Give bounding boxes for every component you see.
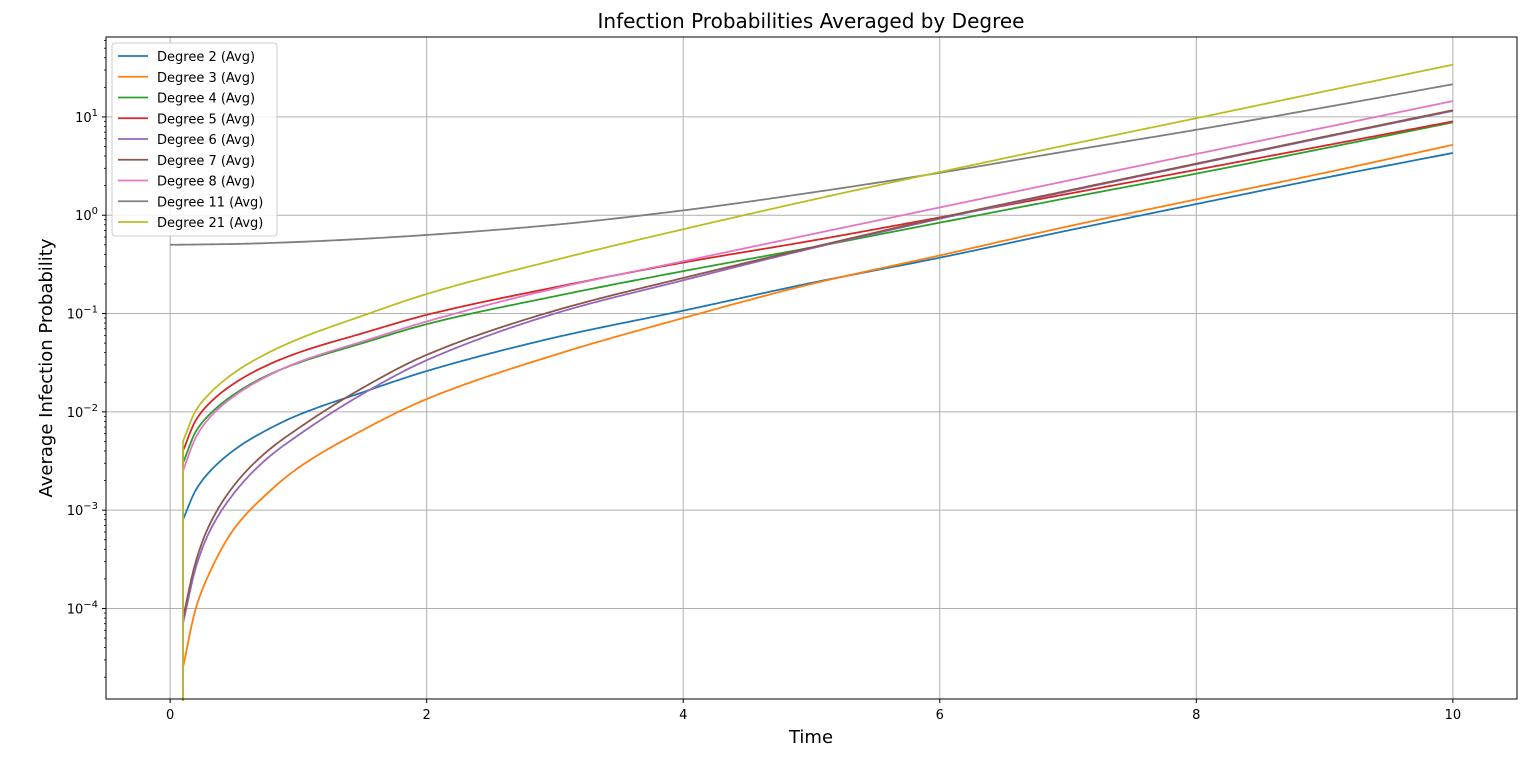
- x-tick-label: 4: [679, 708, 687, 723]
- legend-label: Degree 8 (Avg): [157, 175, 255, 190]
- series-line-6: [182, 109, 1454, 701]
- y-tick-label: 10−4: [67, 599, 98, 617]
- series-line-1: [182, 152, 1454, 521]
- legend-label: Degree 11 (Avg): [157, 195, 263, 210]
- legend-label: Degree 3 (Avg): [157, 71, 255, 86]
- y-tick-label: 100: [75, 206, 98, 224]
- y-axis-label: Average Infection Probability: [36, 238, 57, 497]
- x-tick-label: 0: [166, 708, 174, 723]
- legend-box: [111, 42, 278, 237]
- y-tick-label: 101: [75, 108, 98, 126]
- legend-label: Degree 2 (Avg): [157, 50, 255, 65]
- legend-label: Degree 7 (Avg): [157, 154, 255, 169]
- x-tick-label: 8: [1192, 708, 1200, 723]
- x-axis-ticks: 0 2 4 6 8 10: [166, 699, 1461, 723]
- legend-label: Degree 21 (Avg): [157, 216, 263, 231]
- y-tick-label: 10−3: [67, 501, 98, 519]
- series-line-8: [170, 83, 1454, 246]
- series-lines: [170, 63, 1454, 701]
- legend-label: Degree 5 (Avg): [157, 112, 255, 127]
- legend-label: Degree 4 (Avg): [157, 92, 255, 107]
- plot-frame: [105, 36, 1518, 700]
- legend: Degree 2 (Avg) Degree 3 (Avg) Degree 4 (Av…: [111, 42, 278, 237]
- grid: [106, 37, 1517, 699]
- chart-title: Infection Probabilities Averaged by Degr…: [598, 9, 1025, 33]
- series-line-5: [182, 110, 1454, 701]
- x-axis-label: Time: [788, 727, 833, 748]
- legend-label: Degree 6 (Avg): [157, 133, 255, 148]
- series-line-2: [182, 143, 1454, 701]
- y-tick-label: 10−1: [67, 305, 98, 323]
- series-line-4: [182, 120, 1454, 701]
- series-line-7: [182, 100, 1454, 701]
- x-tick-label: 6: [936, 708, 944, 723]
- y-tick-label: 10−2: [67, 403, 98, 421]
- series-line-9: [182, 63, 1454, 701]
- x-tick-label: 2: [423, 708, 431, 723]
- y-axis-ticks: 10−4 10−3 10−2 10−1 100 101: [67, 40, 106, 678]
- x-tick-label: 10: [1445, 708, 1462, 723]
